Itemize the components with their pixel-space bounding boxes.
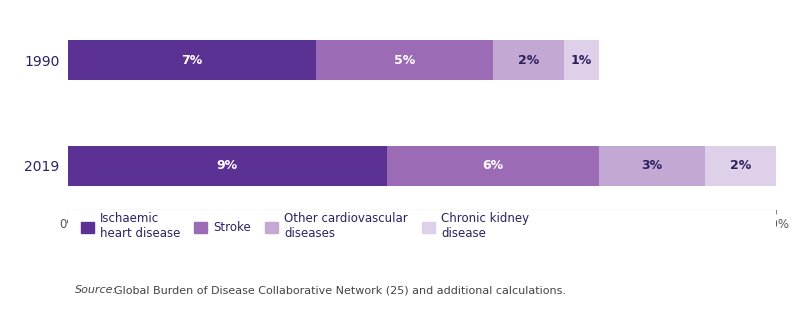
Text: Global Burden of Disease Collaborative Network ​(25)​ and additional calculation: Global Burden of Disease Collaborative N… <box>114 285 566 295</box>
Bar <box>316 40 493 80</box>
Text: 1%: 1% <box>570 54 592 67</box>
Text: 5%: 5% <box>394 54 415 67</box>
Bar <box>68 40 316 80</box>
Text: 6%: 6% <box>482 159 503 172</box>
Bar <box>493 40 563 80</box>
Bar <box>386 146 599 186</box>
Text: 9%: 9% <box>217 159 238 172</box>
Bar <box>563 40 599 80</box>
Legend: Ischaemic
heart disease, Stroke, Other cardiovascular
diseases, Chronic kidney
d: Ischaemic heart disease, Stroke, Other c… <box>81 212 529 240</box>
Text: 7%: 7% <box>182 54 202 67</box>
Text: 3%: 3% <box>642 159 662 172</box>
Text: 2%: 2% <box>518 54 539 67</box>
Bar <box>706 146 776 186</box>
Text: Source:: Source: <box>75 285 118 295</box>
Bar <box>68 146 386 186</box>
Text: 2%: 2% <box>730 159 751 172</box>
Bar <box>599 146 706 186</box>
